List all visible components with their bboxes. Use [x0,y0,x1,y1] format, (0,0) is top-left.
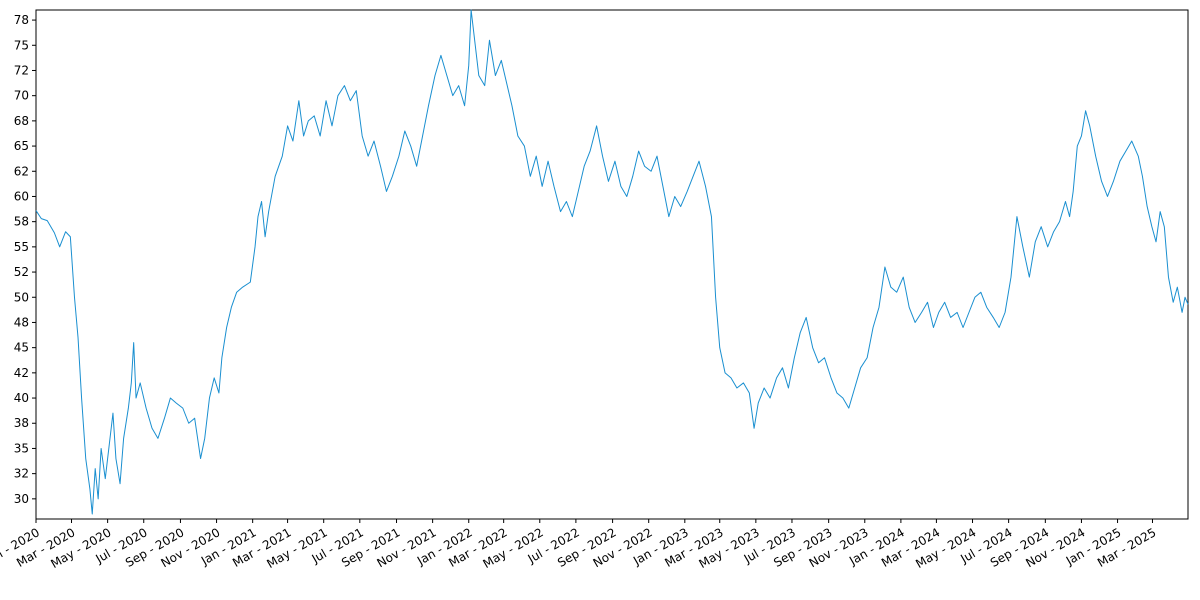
y-tick-label: 32 [14,467,29,481]
y-tick-label: 40 [14,391,29,405]
y-tick-label: 60 [14,189,29,203]
y-tick-label: 78 [14,13,29,27]
y-tick-label: 48 [14,315,29,329]
y-tick-label: 72 [14,63,29,77]
y-tick-label: 68 [14,114,29,128]
y-tick-label: 38 [14,416,29,430]
y-tick-label: 50 [14,290,29,304]
y-tick-label: 70 [14,89,29,103]
y-tick-label: 42 [14,366,29,380]
y-tick-label: 30 [14,492,29,506]
y-tick-label: 52 [14,265,29,279]
y-tick-label: 35 [14,441,29,455]
y-tick-label: 45 [14,341,29,355]
series-layer [35,9,1189,515]
y-tick-label: 65 [14,139,29,153]
plot-area [35,9,1189,520]
y-tick-label: 62 [14,164,29,178]
plot-frame [35,9,1189,520]
y-tick-label: 55 [14,240,29,254]
y-tick-label: 58 [14,215,29,229]
y-axis: 30 32 35 38 40 42 45 48 50 52 55 58 60 62 65 68 70 72 75 78 [14,13,36,506]
series-line [35,9,1189,515]
y-tick-label: 75 [14,38,29,52]
